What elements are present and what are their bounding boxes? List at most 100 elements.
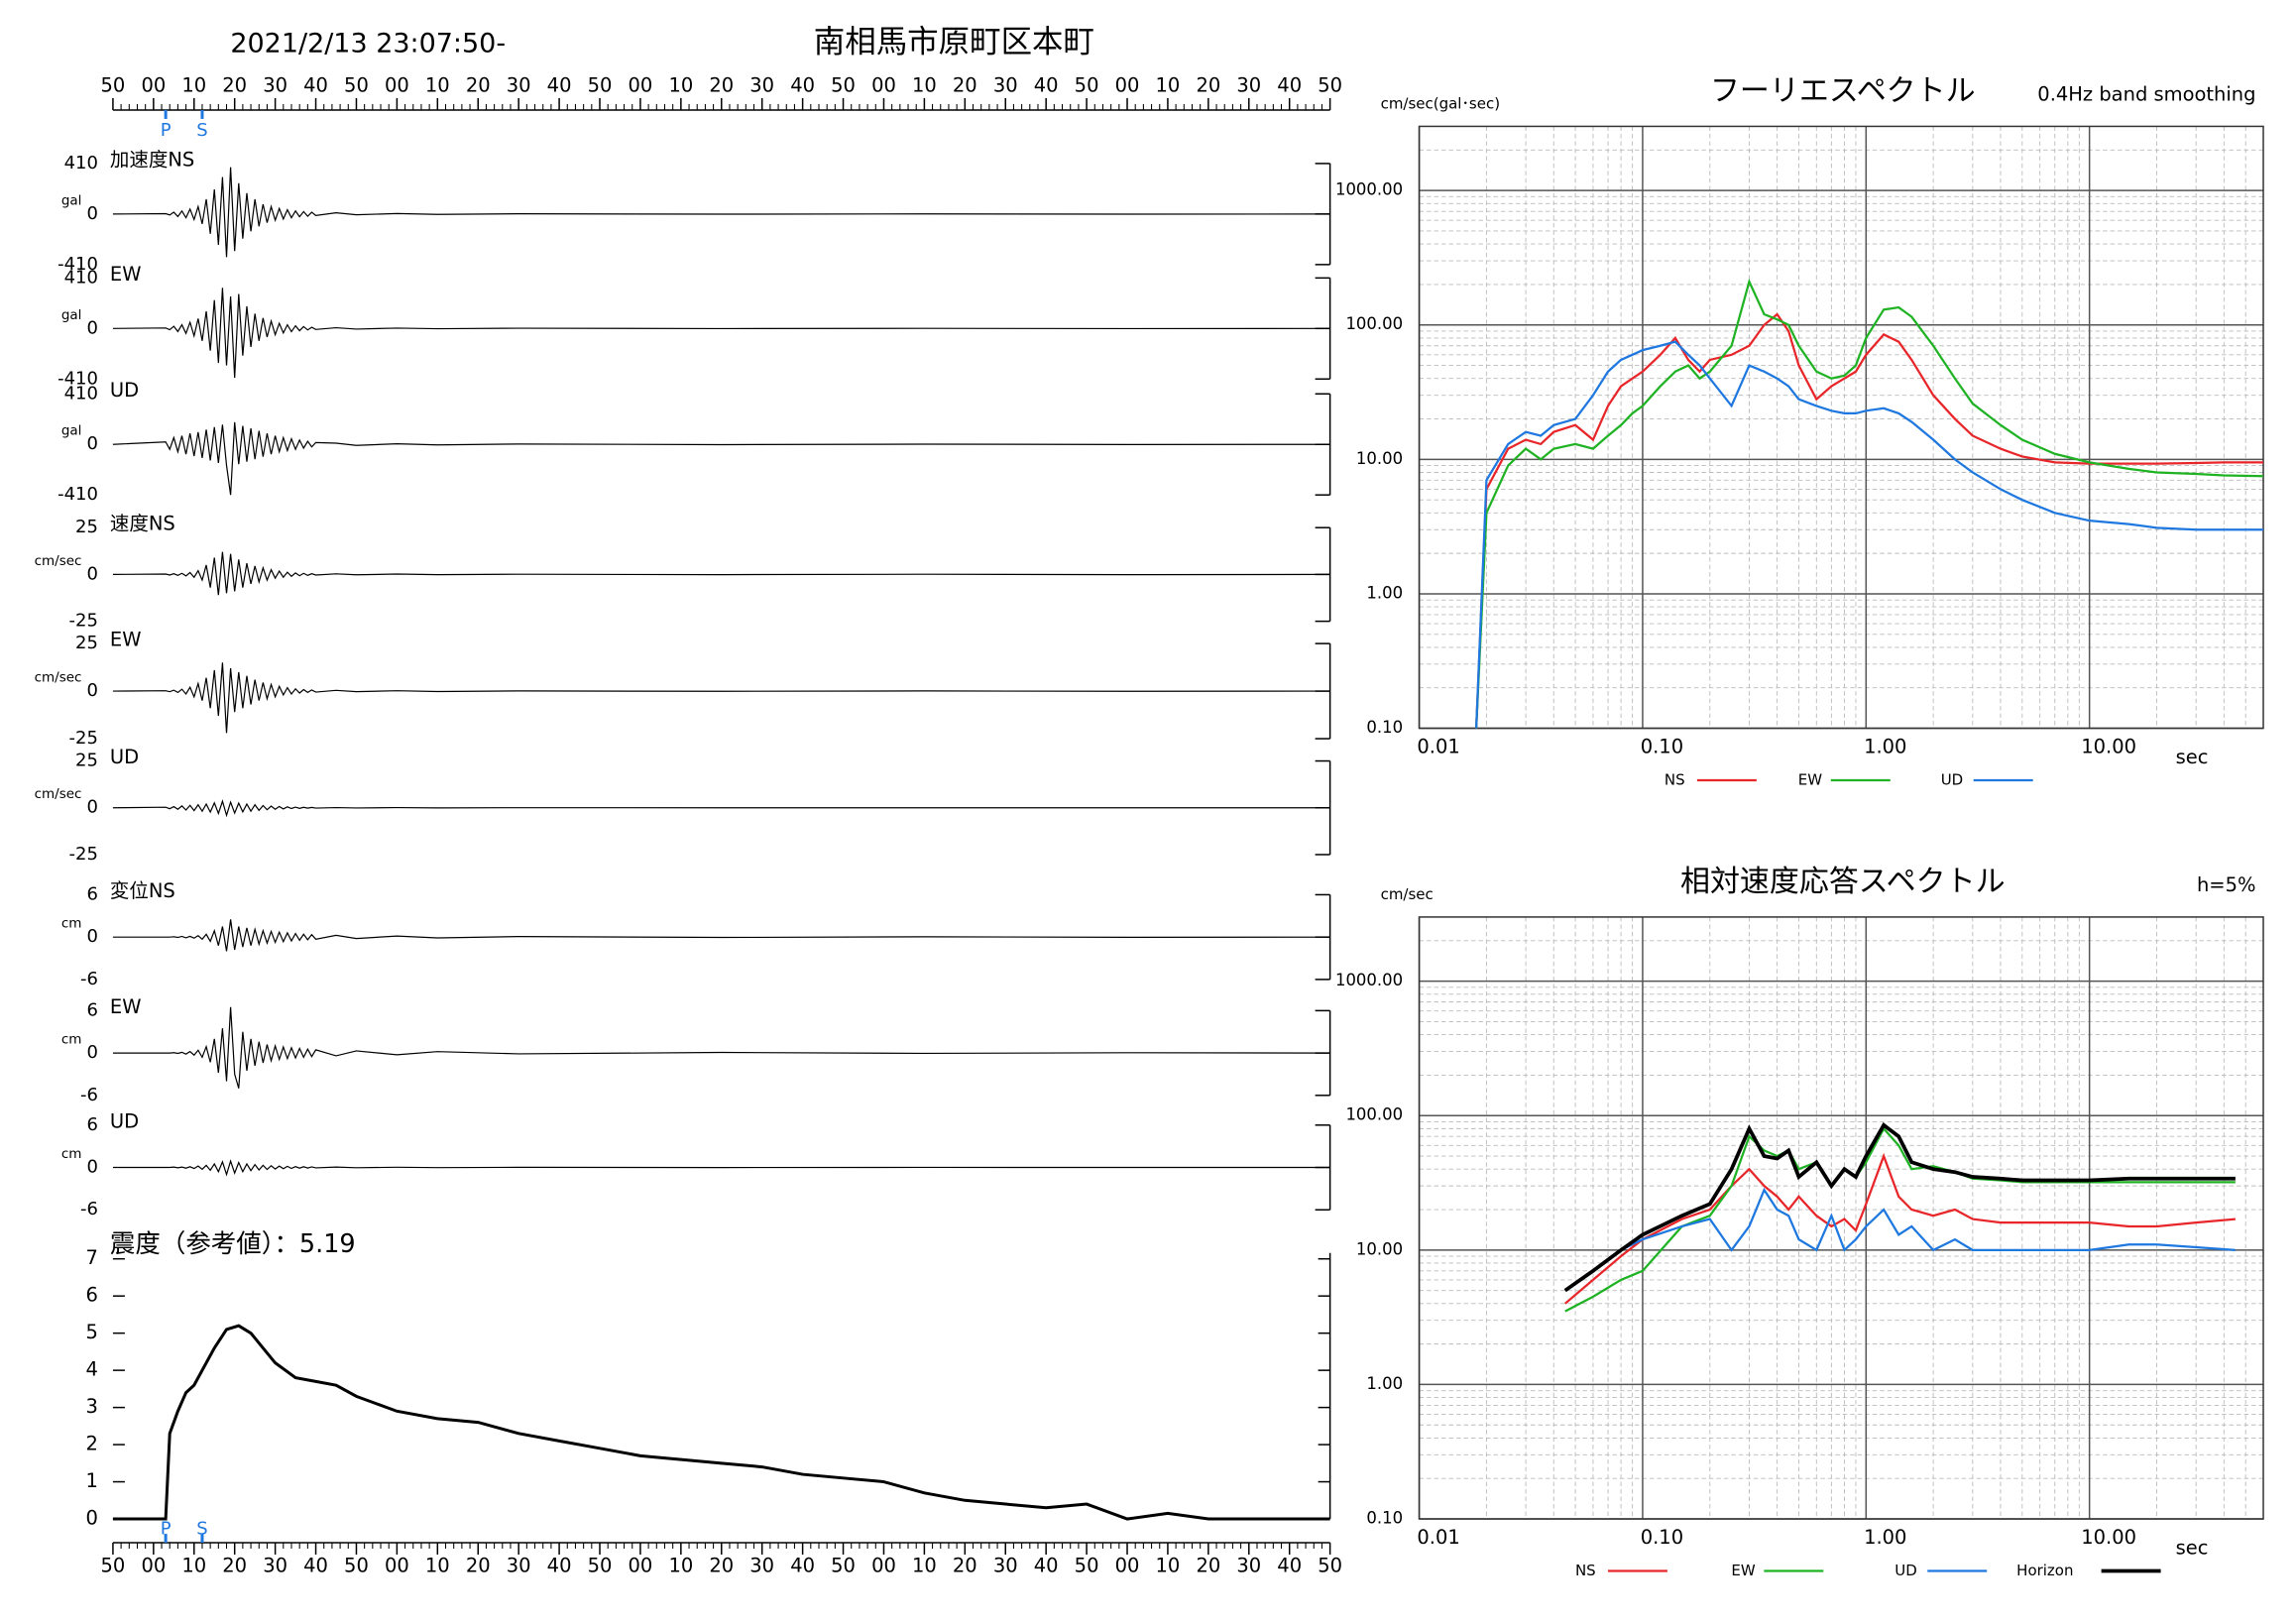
y-tick-label: 0 [86,433,97,454]
y-tick-label: 10.00 [1356,449,1403,468]
x-tick-label: 20 [222,1555,247,1577]
y-tick-label: 1000.00 [1335,180,1403,199]
x-tick-label: 20 [953,1555,977,1577]
waveform-trace [112,662,1330,734]
x-tick-label: 50 [1075,1555,1099,1577]
x-tick-label: 10 [181,1555,206,1577]
y-tick-label: 1 [86,1469,98,1492]
y-tick-label: 3 [86,1395,98,1418]
legend-label: EW [1731,1562,1755,1579]
spectrum-line [1563,1122,2236,1293]
legend-label: Horizon [2016,1562,2073,1579]
y-tick-label: -410 [57,484,98,505]
x-tick-label: 00 [1115,1555,1140,1577]
spectrum-line [1474,340,2264,729]
x-tick-label: 30 [749,73,774,96]
x-tick-label: 1.00 [1864,1526,1906,1549]
x-tick-label: 20 [953,73,977,96]
x-tick-label: 00 [629,73,653,96]
x-tick-label: 1.00 [1864,736,1906,758]
spectrum-line [1564,1187,2236,1292]
title: 2021/2/13 23:07:50- [230,29,506,59]
y-axis-label: cm/sec(gal･sec) [1381,94,1500,112]
x-tick-label: 00 [629,1555,653,1577]
x-tick-label: 10 [912,73,937,96]
panel-label: EW [110,263,142,286]
waveform-trace [112,1159,1330,1177]
y-tick-label: 1.00 [1366,1374,1403,1393]
x-tick-label: 10.00 [2081,1526,2136,1549]
panel-label: 変位NS [110,879,175,902]
spectrum-line [1474,312,2264,729]
chart-subtitle: 0.4Hz band smoothing [2037,82,2255,105]
x-tick-label: 40 [790,1555,815,1577]
x-tick-label: 40 [1034,73,1059,96]
y-tick-label: 410 [64,383,98,404]
x-tick-label: 50 [1318,73,1342,96]
unit-label: cm/sec [35,786,82,802]
unit-label: cm/sec [35,670,82,686]
y-tick-label: 1000.00 [1335,971,1403,989]
panel-label: EW [110,995,142,1018]
x-axis-label: sec [2176,1537,2209,1560]
unit-label: gal [61,192,82,208]
legend-label: UD [1941,771,1964,789]
x-tick-label: 10 [912,1555,937,1577]
waveform-trace [112,799,1330,818]
y-tick-label: -410 [57,368,98,389]
y-tick-label: 410 [64,153,98,174]
x-tick-label: 50 [831,73,856,96]
x-tick-label: 20 [709,73,734,96]
waveform-trace [112,551,1330,596]
x-tick-label: 50 [101,1555,126,1577]
unit-label: cm [61,1032,82,1048]
x-tick-label: 0.01 [1417,736,1459,758]
x-tick-label: 00 [385,1555,409,1577]
x-tick-label: 0.01 [1417,1526,1459,1549]
y-tick-label: 10.00 [1356,1239,1403,1258]
x-tick-label: 30 [993,73,1018,96]
x-tick-label: 50 [344,73,369,96]
x-tick-label: 10 [1156,73,1181,96]
intensity-title: 震度（参考値）：5.19 [110,1229,356,1259]
plot-frame [1418,916,2264,1520]
x-tick-label: 20 [466,1555,491,1577]
y-tick-label: 25 [75,751,98,771]
x-tick-label: 40 [303,73,328,96]
y-tick-label: -25 [69,728,98,749]
y-tick-label: 0 [86,317,97,338]
y-tick-label: 1.00 [1366,583,1403,602]
x-tick-label: 00 [141,1555,166,1577]
y-tick-label: 25 [75,517,98,537]
y-tick-label: 6 [86,883,97,904]
unit-label: cm [61,1146,82,1162]
phase-label: S [196,1519,207,1540]
x-tick-label: 10 [425,1555,450,1577]
subtitle: 南相馬市原町区本町 [814,25,1094,60]
x-tick-label: 20 [222,73,247,96]
x-tick-label: 20 [709,1555,734,1577]
x-tick-label: 40 [790,73,815,96]
panel-label: UD [110,379,139,402]
x-tick-label: 40 [1277,1555,1302,1577]
y-tick-label: 0 [86,926,97,947]
x-tick-label: 0.10 [1641,736,1683,758]
x-tick-label: 40 [1277,73,1302,96]
y-tick-label: 6 [86,1114,97,1135]
x-tick-label: 20 [466,73,491,96]
y-tick-label: -25 [69,844,98,865]
x-tick-label: 00 [871,73,896,96]
x-tick-label: 00 [1115,73,1140,96]
x-tick-label: 30 [507,73,531,96]
x-tick-label: 00 [141,73,166,96]
x-tick-label: 40 [547,1555,572,1577]
intensity-line [112,1324,1330,1521]
x-tick-label: 50 [1075,73,1099,96]
y-tick-label: -6 [80,1199,98,1219]
x-tick-label: 0.10 [1641,1526,1683,1549]
y-tick-label: 0 [86,1042,97,1063]
y-tick-label: -410 [57,254,98,275]
x-tick-label: 50 [101,73,126,96]
unit-label: cm/sec [35,553,82,569]
